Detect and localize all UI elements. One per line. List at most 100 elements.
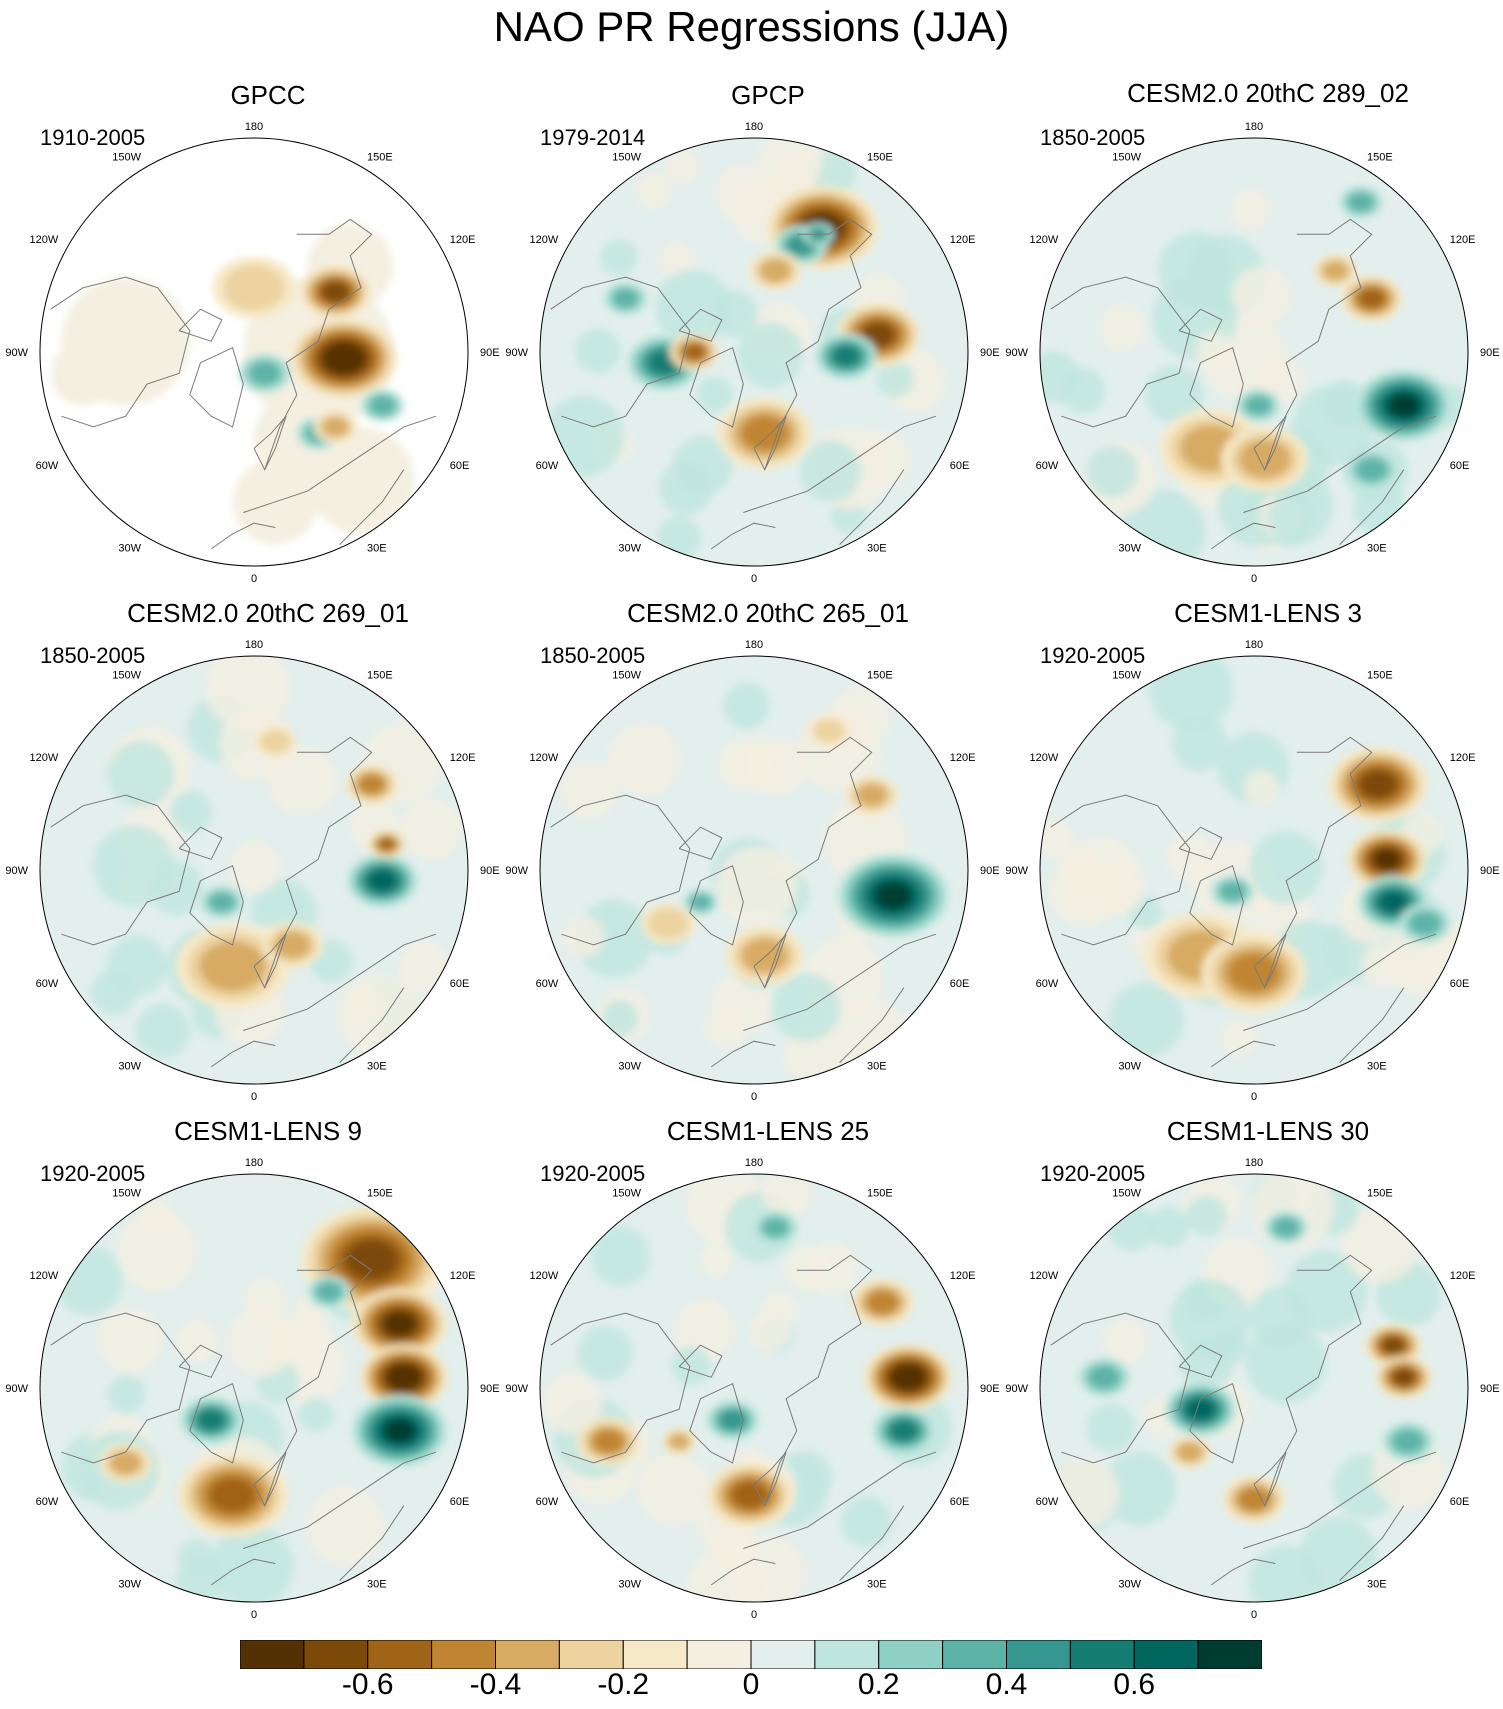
field-patch — [96, 1307, 163, 1374]
map-boundary — [1039, 655, 1469, 1085]
longitude-label: 150W — [612, 669, 641, 681]
colorbar-swatch — [1133, 1639, 1199, 1670]
panel-period: 1920-2005 — [1040, 1161, 1146, 1186]
field-patch — [149, 861, 204, 916]
map-boundary — [39, 137, 469, 567]
panel-period: 1850-2005 — [1040, 125, 1146, 150]
longitude-label: 90E — [480, 865, 500, 877]
field-patch — [1147, 1206, 1189, 1249]
longitude-label: 150W — [612, 151, 641, 163]
longitude-label: 60W — [536, 1496, 559, 1508]
field-patch — [655, 269, 732, 346]
longitude-label: 120W — [1030, 1270, 1059, 1282]
map-boundary — [1039, 1173, 1469, 1603]
map-panel: CESM1-LENS 9 1920-2005 180 150E 120E 90E 60E 30… — [5, 1114, 518, 1634]
coastline — [678, 826, 723, 860]
longitude-label: 150W — [112, 151, 141, 163]
longitude-label: 90W — [505, 865, 528, 877]
anomaly-contour — [259, 730, 291, 754]
coastline — [253, 415, 287, 471]
coastline — [689, 347, 744, 428]
longitude-label: 120W — [30, 752, 59, 764]
panel-period: 1979-2014 — [540, 125, 646, 150]
coastline — [550, 276, 691, 428]
longitude-label: 150E — [367, 1187, 393, 1199]
longitude-label: 180 — [245, 1157, 263, 1169]
longitude-label: 150E — [367, 669, 393, 681]
panel-title: CESM2.0 20thC 289_02 — [1127, 78, 1409, 108]
panel-title: CESM1-LENS 9 — [174, 1116, 362, 1146]
anomaly-contour — [593, 1429, 624, 1454]
longitude-label: 150E — [367, 151, 393, 163]
coastline — [1339, 987, 1405, 1063]
anomaly-contour — [1358, 288, 1385, 309]
field-patch — [771, 973, 841, 1042]
anomaly-contour — [612, 288, 639, 309]
coastline — [1264, 218, 1373, 470]
longitude-label: 120W — [1030, 234, 1059, 246]
longitude-label: 90E — [980, 1383, 1000, 1395]
field-patch — [107, 740, 175, 808]
coastline — [1243, 1451, 1437, 1549]
anomaly-contour — [1409, 911, 1441, 936]
longitude-label: 150W — [612, 1187, 641, 1199]
longitude-label: 150E — [1367, 151, 1393, 163]
longitude-label: 60E — [950, 978, 970, 990]
coastline — [753, 1451, 787, 1507]
field-patch — [178, 1539, 216, 1577]
colorbar-swatch — [1197, 1639, 1263, 1670]
field-patch — [1186, 1195, 1228, 1237]
coastline — [50, 794, 191, 946]
coastline — [1050, 1312, 1191, 1464]
field-patch — [1267, 493, 1316, 541]
longitude-label: 30W — [1118, 543, 1141, 555]
coastline — [178, 826, 223, 860]
longitude-label: 0 — [1251, 573, 1257, 585]
longitude-label: 0 — [1251, 1609, 1257, 1621]
colorbar-swatch — [239, 1639, 305, 1670]
longitude-label: 60W — [536, 460, 559, 472]
longitude-label: 60W — [1036, 460, 1059, 472]
longitude-label: 90E — [480, 1383, 500, 1395]
coastline — [339, 1505, 405, 1581]
anomaly-contour — [866, 1290, 898, 1314]
field-patch — [671, 1346, 711, 1386]
longitude-label: 90W — [1005, 1383, 1028, 1395]
anomaly-contour — [1388, 393, 1420, 418]
map-boundary — [539, 137, 969, 567]
coastline — [210, 1558, 276, 1586]
anomaly-contour — [369, 395, 396, 416]
anomaly-contour — [1219, 881, 1246, 902]
field-patch — [1092, 861, 1145, 914]
longitude-label: 0 — [251, 1609, 257, 1621]
colorbar-swatch — [686, 1639, 752, 1670]
field-patch — [672, 435, 733, 496]
longitude-label: 180 — [1245, 1157, 1263, 1169]
anomaly-contour — [328, 346, 360, 370]
coastline — [1253, 1451, 1287, 1507]
longitude-label: 0 — [751, 1091, 757, 1103]
colorbar — [239, 1639, 1263, 1670]
longitude-label: 150W — [1112, 1187, 1141, 1199]
field-patch — [1219, 1019, 1257, 1058]
longitude-label: 30W — [618, 1061, 641, 1073]
coastline — [753, 933, 787, 989]
panel-period: 1910-2005 — [40, 125, 146, 150]
map-panel: CESM2.0 20thC 265_01 1850-2005 180 150E 120E… — [505, 596, 1018, 1116]
anomaly-contour — [369, 871, 396, 891]
field-patch — [228, 840, 282, 894]
field-patch — [225, 1308, 295, 1377]
coastline — [253, 1451, 287, 1507]
anomaly-contour — [346, 1240, 398, 1279]
coastline — [264, 736, 373, 988]
coastline — [839, 1505, 905, 1581]
coastline — [264, 1254, 373, 1506]
coastline — [50, 1312, 191, 1464]
longitude-label: 90W — [505, 347, 528, 359]
field-patch — [1361, 942, 1406, 987]
map-boundary — [1039, 137, 1469, 567]
anomaly-contour — [390, 1367, 417, 1387]
field-patch — [135, 1003, 191, 1058]
longitude-label: 90W — [5, 865, 28, 877]
longitude-label: 150E — [867, 669, 893, 681]
